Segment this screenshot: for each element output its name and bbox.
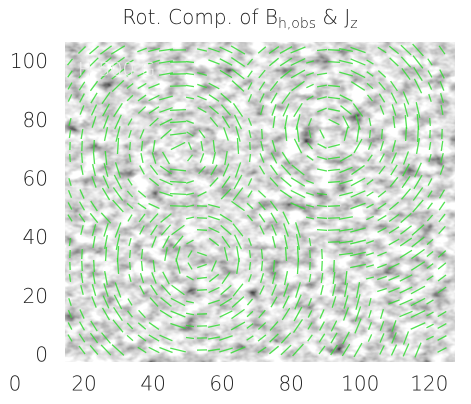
annotation: H 500 G bbox=[78, 59, 155, 81]
x-tick-label: 60 bbox=[209, 372, 234, 396]
x-tick-label: 40 bbox=[140, 372, 165, 396]
y-tick-label: 40 bbox=[23, 225, 48, 249]
vector-arrow bbox=[382, 129, 383, 139]
y-tick-label: 20 bbox=[23, 284, 48, 308]
vector-arrow bbox=[186, 62, 194, 63]
vector-arrow bbox=[170, 110, 186, 111]
chart-title: Rot. Comp. of Bh,obs & Jz bbox=[122, 5, 357, 33]
y-tick-label: 80 bbox=[23, 108, 48, 132]
vector-arrow bbox=[170, 206, 186, 207]
vector-arrow bbox=[250, 154, 251, 162]
vector-arrow bbox=[197, 290, 207, 291]
y-tick-label: 60 bbox=[23, 166, 48, 190]
y-tick-label: 0 bbox=[35, 343, 48, 367]
vector-arrow bbox=[406, 127, 407, 141]
vector-arrow bbox=[317, 218, 327, 219]
vector-arrow bbox=[82, 153, 83, 163]
vector-arrow bbox=[130, 262, 131, 270]
vector-arrow bbox=[328, 182, 340, 183]
x-tick-label: 120 bbox=[410, 372, 448, 396]
vector-arrow bbox=[328, 206, 340, 207]
title-mid: & J bbox=[316, 5, 350, 29]
vector-arrow bbox=[197, 230, 207, 231]
vector-arrow bbox=[430, 118, 431, 126]
y-tick-label: 100 bbox=[10, 49, 48, 73]
vector-arrow bbox=[130, 142, 131, 150]
vector-arrow bbox=[262, 129, 263, 139]
vector-arrow bbox=[334, 260, 335, 272]
vector-arrow bbox=[328, 218, 340, 219]
vector-arrow bbox=[94, 140, 95, 152]
vector-arrow bbox=[106, 247, 107, 261]
vector-arrow bbox=[370, 130, 371, 138]
x-tick-label: 20 bbox=[71, 372, 96, 396]
x-tick-label: 80 bbox=[278, 372, 303, 396]
title-sub: h,obs bbox=[278, 16, 316, 32]
chart: H 500 G Rot. Comp. of Bh,obs & Jz 0 20 40 6… bbox=[0, 0, 471, 400]
vector-arrow bbox=[94, 260, 95, 272]
vector-arrow bbox=[328, 50, 340, 51]
vector-arrow bbox=[82, 249, 83, 259]
vector-arrow bbox=[418, 126, 419, 142]
title-sub: z bbox=[350, 16, 357, 32]
x-tick-label: 0 bbox=[9, 372, 22, 396]
x-tick-label: 100 bbox=[341, 372, 379, 396]
vector-arrow bbox=[70, 154, 71, 162]
vector-arrow bbox=[82, 261, 83, 271]
vector-arrow bbox=[328, 62, 340, 63]
vector-arrow bbox=[130, 250, 131, 258]
vector-arrow bbox=[317, 230, 327, 231]
title-main: Rot. Comp. of B bbox=[122, 5, 278, 29]
vector-arrow bbox=[170, 194, 186, 195]
